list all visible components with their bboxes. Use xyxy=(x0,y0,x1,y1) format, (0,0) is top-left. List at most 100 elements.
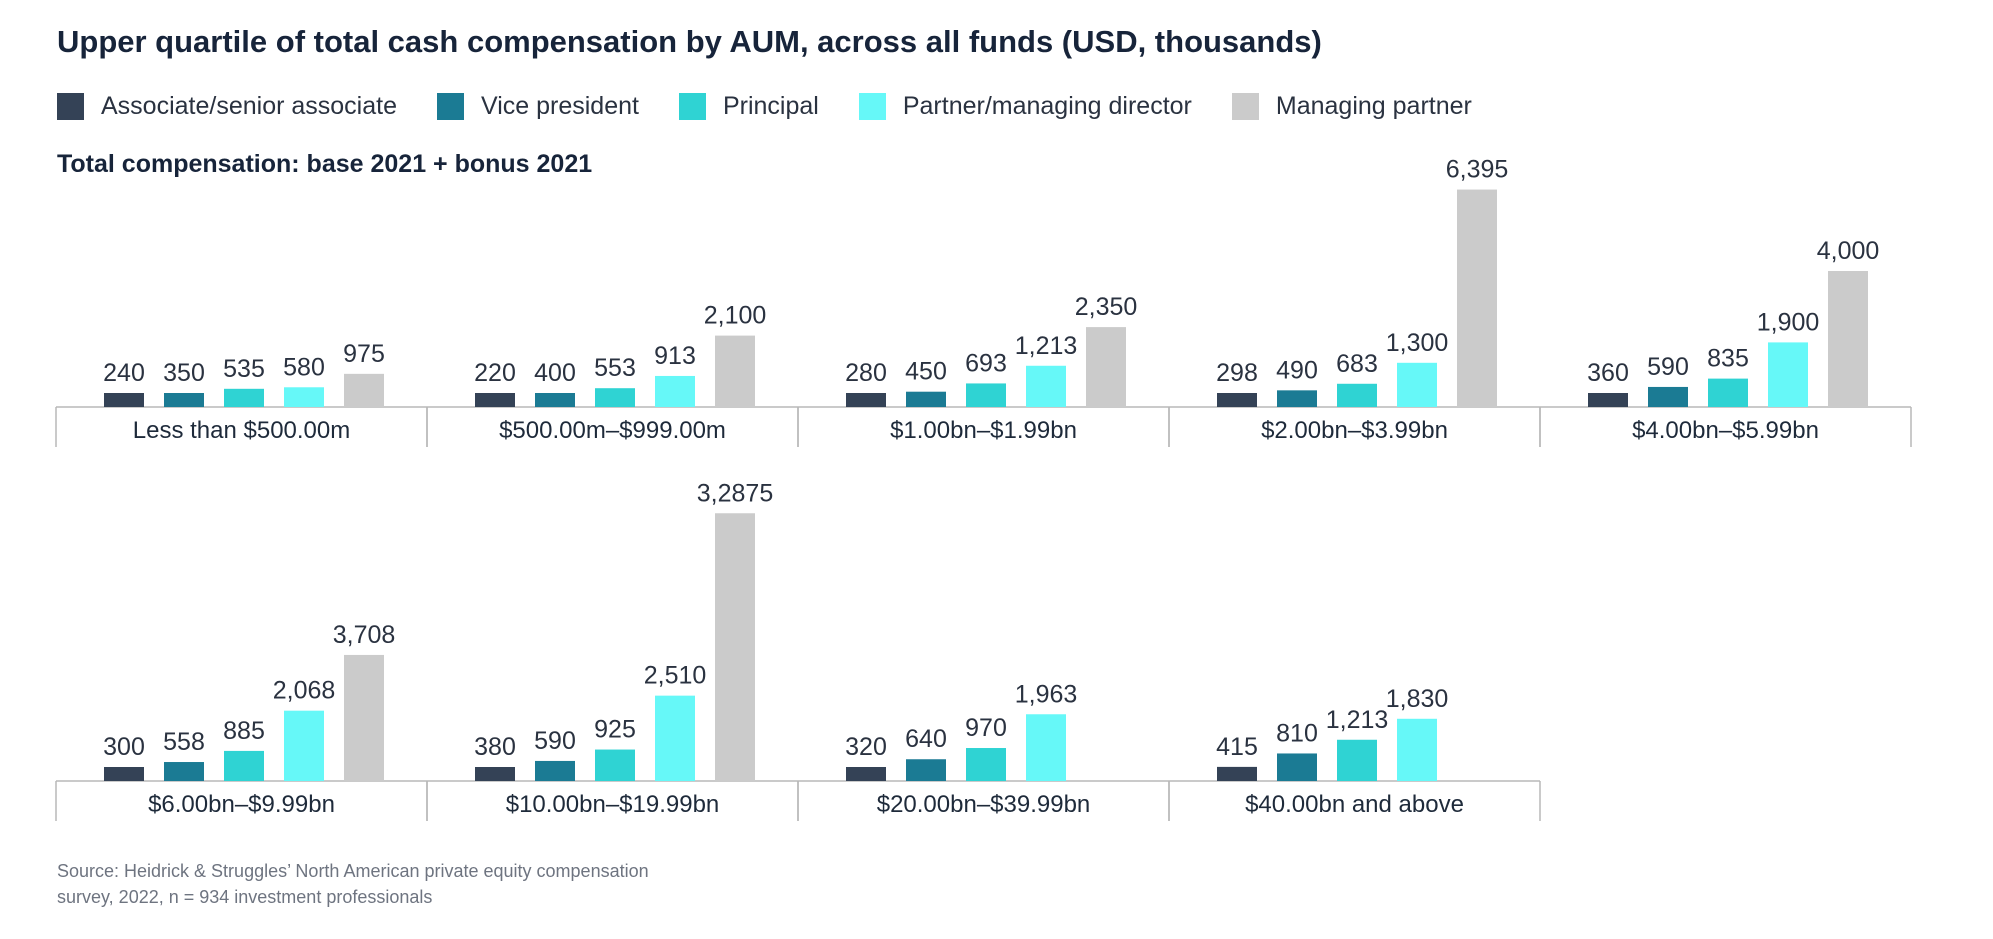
bar-series-4 xyxy=(284,387,324,407)
category-label: $500.00m–$999.00m xyxy=(499,417,726,444)
data-label: 640 xyxy=(905,725,947,753)
bar-series-2 xyxy=(164,762,204,781)
panel-1: 240 350 535 580 975 Less than $500.00m xyxy=(55,340,428,447)
bar-series-5 xyxy=(1086,327,1126,407)
legend-item-vice-president: Vice president xyxy=(436,92,639,121)
data-label: 590 xyxy=(1647,353,1689,381)
category-label: $20.00bn–$39.99bn xyxy=(877,791,1091,818)
data-label: 693 xyxy=(965,349,1007,377)
bar-series-2 xyxy=(164,393,204,407)
bar-series-3 xyxy=(595,388,635,407)
data-label: 3,708 xyxy=(333,621,396,649)
bar-series-5 xyxy=(715,335,755,407)
data-label: 1,963 xyxy=(1015,680,1078,708)
legend-item-managing-partner: Managing partner xyxy=(1231,92,1472,121)
bar-series-4 xyxy=(1026,365,1066,407)
bar-series-5 xyxy=(1457,189,1497,407)
bar-series-1 xyxy=(1217,766,1257,781)
bar-series-4 xyxy=(1397,718,1437,781)
bar-series-2 xyxy=(906,391,946,407)
legend-item-partner: Partner/managing director xyxy=(858,92,1192,121)
panel-8: 320 640 970 1,963 $20.00bn–$39.99bn xyxy=(797,680,1170,821)
bar-series-3 xyxy=(1337,739,1377,781)
panel-7: 380 590 925 2,510 3,2875 $10.00bn–$19.99bn xyxy=(426,479,799,821)
legend-item-associate: Associate/senior associate xyxy=(57,92,397,121)
data-label: 1,213 xyxy=(1015,332,1078,360)
bar-series-2 xyxy=(1277,753,1317,781)
category-label: $40.00bn and above xyxy=(1245,791,1464,818)
bar-series-5 xyxy=(1828,271,1868,407)
bar-series-4 xyxy=(1768,342,1808,407)
bar-series-2 xyxy=(1648,386,1688,407)
data-label: 2,350 xyxy=(1075,293,1138,321)
data-label: 580 xyxy=(283,353,325,381)
bar-series-1 xyxy=(475,767,515,781)
legend-item-principal: Principal xyxy=(678,92,819,121)
bar-series-4 xyxy=(655,375,695,407)
category-label: $2.00bn–$3.99bn xyxy=(1261,417,1448,444)
bar-series-5 xyxy=(344,373,384,407)
bar-series-1 xyxy=(475,393,515,407)
legend-label-associate: Associate/senior associate xyxy=(101,92,397,120)
panel-6: 300 558 885 2,068 3,708 $6.00bn–$9.99bn xyxy=(55,621,428,821)
data-label: 415 xyxy=(1216,733,1258,761)
data-label: 2,068 xyxy=(273,677,336,705)
data-label: 298 xyxy=(1216,359,1258,387)
panel-2: 220 400 553 913 2,100 $500.00m–$999.00m xyxy=(426,302,799,447)
data-label: 240 xyxy=(103,359,145,387)
data-label: 1,213 xyxy=(1326,706,1389,734)
data-label: 280 xyxy=(845,359,887,387)
bar-series-1 xyxy=(846,767,886,781)
bar-series-1 xyxy=(1217,393,1257,407)
data-label: 970 xyxy=(965,714,1007,742)
data-label: 885 xyxy=(223,717,265,745)
data-label: 350 xyxy=(163,359,205,387)
panel-4: 298 490 683 1,300 6,395 $2.00bn–$3.99bn xyxy=(1168,156,1541,447)
data-label: 553 xyxy=(594,354,636,382)
data-label: 683 xyxy=(1336,350,1378,378)
data-label: 490 xyxy=(1276,356,1318,384)
bar-series-1 xyxy=(104,767,144,781)
data-label: 1,900 xyxy=(1757,308,1820,336)
category-label: $4.00bn–$5.99bn xyxy=(1632,417,1819,444)
source-note: Source: Heidrick & Struggles’ North Amer… xyxy=(57,861,649,907)
data-label: 2,100 xyxy=(704,302,767,330)
data-label: 1,300 xyxy=(1386,329,1449,357)
data-label: 535 xyxy=(223,355,265,383)
category-label: $1.00bn–$1.99bn xyxy=(890,417,1077,444)
bar-series-3 xyxy=(966,383,1006,407)
data-label: 400 xyxy=(534,359,576,387)
data-label: 590 xyxy=(534,727,576,755)
bar-series-2 xyxy=(535,393,575,407)
data-label: 320 xyxy=(845,733,887,761)
data-label: 913 xyxy=(654,342,696,370)
bar-series-3 xyxy=(966,748,1006,781)
data-label: 4,000 xyxy=(1817,237,1880,265)
legend-swatch-managing-partner xyxy=(1231,93,1259,120)
bar-series-3 xyxy=(1708,378,1748,407)
data-label: 835 xyxy=(1707,345,1749,373)
category-label: Less than $500.00m xyxy=(133,417,351,444)
data-label: 360 xyxy=(1587,359,1629,387)
data-label: 2,510 xyxy=(644,662,707,690)
data-label: 220 xyxy=(474,359,516,387)
bar-series-3 xyxy=(224,750,264,781)
data-label: 975 xyxy=(343,340,385,368)
bar-series-5 xyxy=(344,654,384,781)
category-label: $10.00bn–$19.99bn xyxy=(506,791,720,818)
bar-series-2 xyxy=(1277,390,1317,407)
legend-swatch-vice-president xyxy=(436,93,464,120)
data-label: 3,2875 xyxy=(697,479,773,507)
panel-5: 360 590 835 1,900 4,000 $4.00bn–$5.99bn xyxy=(1539,237,1912,447)
data-label: 558 xyxy=(163,728,205,756)
data-label: 925 xyxy=(594,716,636,744)
data-label: 1,830 xyxy=(1386,685,1449,713)
bar-series-2 xyxy=(906,759,946,781)
data-label: 450 xyxy=(905,358,947,386)
bar-series-5 xyxy=(715,513,755,781)
data-label: 300 xyxy=(103,733,145,761)
data-label: 380 xyxy=(474,733,516,761)
panel-3: 280 450 693 1,213 2,350 $1.00bn–$1.99bn xyxy=(797,293,1170,447)
bar-series-1 xyxy=(1588,393,1628,407)
